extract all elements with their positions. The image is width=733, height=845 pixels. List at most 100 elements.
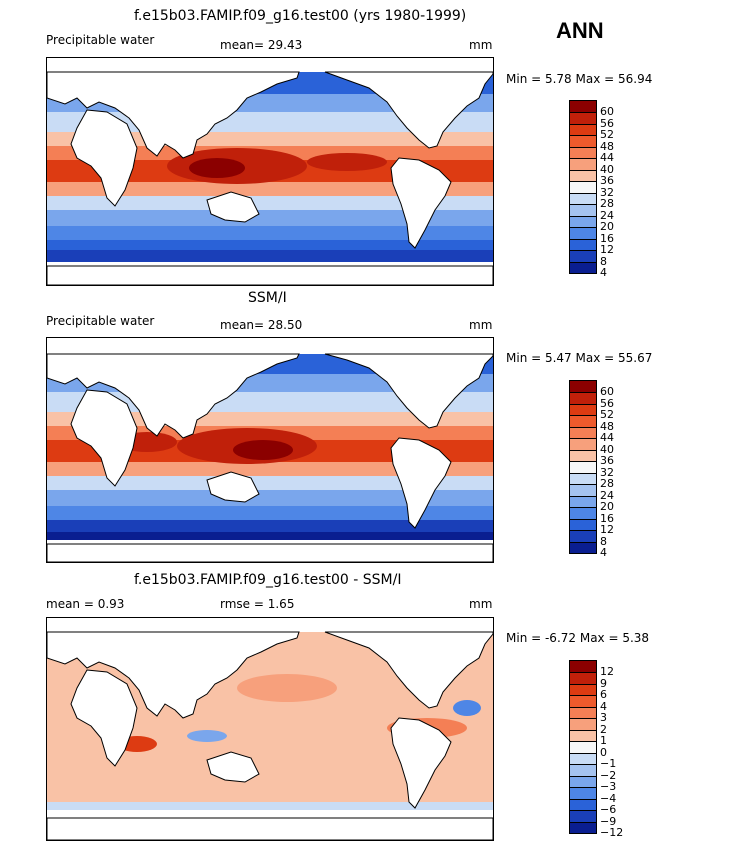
colorbar-swatch (570, 530, 596, 542)
colorbar-tick-label: 48 (600, 139, 614, 153)
colorbar-swatch (570, 461, 596, 473)
colorbar-swatch (570, 507, 596, 519)
colorbar-swatch (570, 672, 596, 684)
colorbar-swatch (570, 775, 596, 788)
colorbar-tick-label: 1 (600, 734, 607, 748)
colorbar-tick-label: 36 (600, 454, 614, 468)
colorbar-swatch (570, 695, 596, 707)
colorbar-tick-label: 9 (600, 676, 607, 690)
colorbar-swatch (570, 227, 596, 239)
colorbar-tick-label: 56 (600, 396, 614, 410)
colorbar-swatch (570, 169, 596, 182)
colorbar-tick-label: 60 (600, 385, 614, 399)
panel-2-colorbar (569, 380, 597, 554)
colorbar-tick-label: 40 (600, 442, 614, 456)
colorbar-swatch (570, 123, 596, 136)
panel-1-map (46, 57, 494, 286)
colorbar-swatch (570, 449, 596, 462)
colorbar-tick-label: 32 (600, 185, 614, 199)
colorbar-tick-label: −1 (600, 757, 617, 771)
panel-2-map-svg (47, 338, 493, 562)
colorbar-tick-label: 28 (600, 197, 614, 211)
colorbar-swatch (570, 752, 596, 765)
colorbar-tick-label: 8 (600, 534, 607, 548)
colorbar-swatch (570, 135, 596, 147)
panel-1-map-svg (47, 58, 493, 285)
colorbar-tick-label: 6 (600, 688, 607, 702)
panel-2-variable-label: Precipitable water (46, 314, 155, 328)
colorbar-tick-label: −4 (600, 791, 617, 805)
colorbar-tick-label: 0 (600, 745, 607, 759)
colorbar-swatch (570, 661, 596, 673)
colorbar-swatch (570, 764, 596, 776)
colorbar-swatch (570, 729, 596, 742)
colorbar-swatch (570, 250, 596, 262)
colorbar-tick-label: 12 (600, 243, 614, 257)
panel-3-map (46, 617, 494, 841)
colorbar-tick-label: 2 (600, 722, 607, 736)
colorbar-tick-label: 20 (600, 500, 614, 514)
colorbar-tick-label: 32 (600, 465, 614, 479)
colorbar-tick-label: 36 (600, 174, 614, 188)
colorbar-tick-label: 4 (600, 266, 607, 279)
colorbar-swatch (570, 472, 596, 485)
colorbar-tick-label: 56 (600, 116, 614, 130)
season-label: ANN (556, 18, 604, 43)
panel-1-variable-label: Precipitable water (46, 33, 155, 47)
colorbar-swatch (570, 181, 596, 193)
colorbar-tick-label: 44 (600, 431, 614, 445)
colorbar-tick-label: 16 (600, 511, 614, 525)
colorbar-tick-label: 12 (600, 665, 614, 679)
colorbar-swatch (570, 392, 596, 404)
panel-1-colorbar (569, 100, 597, 274)
panel-3-units-label: mm (469, 597, 493, 611)
panel-1-mean-label: mean= 29.43 (220, 38, 303, 52)
colorbar-swatch (570, 158, 596, 170)
colorbar-tick-label: 52 (600, 128, 614, 142)
colorbar-swatch (570, 495, 596, 508)
colorbar-tick-label: 44 (600, 151, 614, 165)
panel-2-units-label: mm (469, 318, 493, 332)
colorbar-tick-label: 12 (600, 523, 614, 537)
panel-3-colorbar-labels: 12 9 6 4 3 2 1 0 −1 −2 −3 −4 −6 −9 −12 (600, 660, 630, 838)
colorbar-swatch (570, 787, 596, 799)
colorbar-tick-label: −9 (600, 814, 617, 828)
panel-1-units-label: mm (469, 38, 493, 52)
colorbar-swatch (570, 101, 596, 113)
colorbar-swatch (570, 821, 596, 833)
colorbar-swatch (570, 484, 596, 496)
colorbar-swatch (570, 426, 596, 439)
colorbar-swatch (570, 261, 596, 273)
colorbar-tick-label: 8 (600, 254, 607, 268)
colorbar-swatch (570, 541, 596, 553)
colorbar-swatch (570, 238, 596, 251)
colorbar-tick-label: 60 (600, 105, 614, 119)
colorbar-swatch (570, 415, 596, 427)
colorbar-swatch (570, 204, 596, 216)
panel-3-map-svg (47, 618, 493, 840)
panel-2-title: SSM/I (248, 290, 287, 306)
colorbar-swatch (570, 798, 596, 811)
colorbar-tick-label: −2 (600, 768, 617, 782)
colorbar-tick-label: 3 (600, 711, 607, 725)
colorbar-swatch (570, 438, 596, 450)
colorbar-tick-label: 4 (600, 546, 607, 559)
colorbar-tick-label: −12 (600, 826, 624, 839)
colorbar-swatch (570, 810, 596, 822)
panel-2-colorbar-labels: 60 56 52 48 44 40 36 32 28 24 20 16 12 8 4 (600, 380, 630, 558)
panel-3-rmse-label: rmse = 1.65 (220, 597, 295, 611)
colorbar-swatch (570, 518, 596, 531)
colorbar-swatch (570, 718, 596, 730)
colorbar-tick-label: 52 (600, 408, 614, 422)
colorbar-swatch (570, 112, 596, 124)
colorbar-tick-label: 4 (600, 699, 607, 713)
panel-1-title: f.e15b03.FAMIP.f09_g16.test00 (yrs 1980-… (134, 8, 467, 24)
colorbar-swatch (570, 192, 596, 205)
colorbar-tick-label: 28 (600, 477, 614, 491)
colorbar-tick-label: 48 (600, 419, 614, 433)
colorbar-swatch (570, 381, 596, 393)
colorbar-tick-label: 20 (600, 220, 614, 234)
colorbar-swatch (570, 215, 596, 228)
panel-3-colorbar (569, 660, 597, 834)
panel-1-minmax: Min = 5.78 Max = 56.94 (506, 72, 653, 86)
